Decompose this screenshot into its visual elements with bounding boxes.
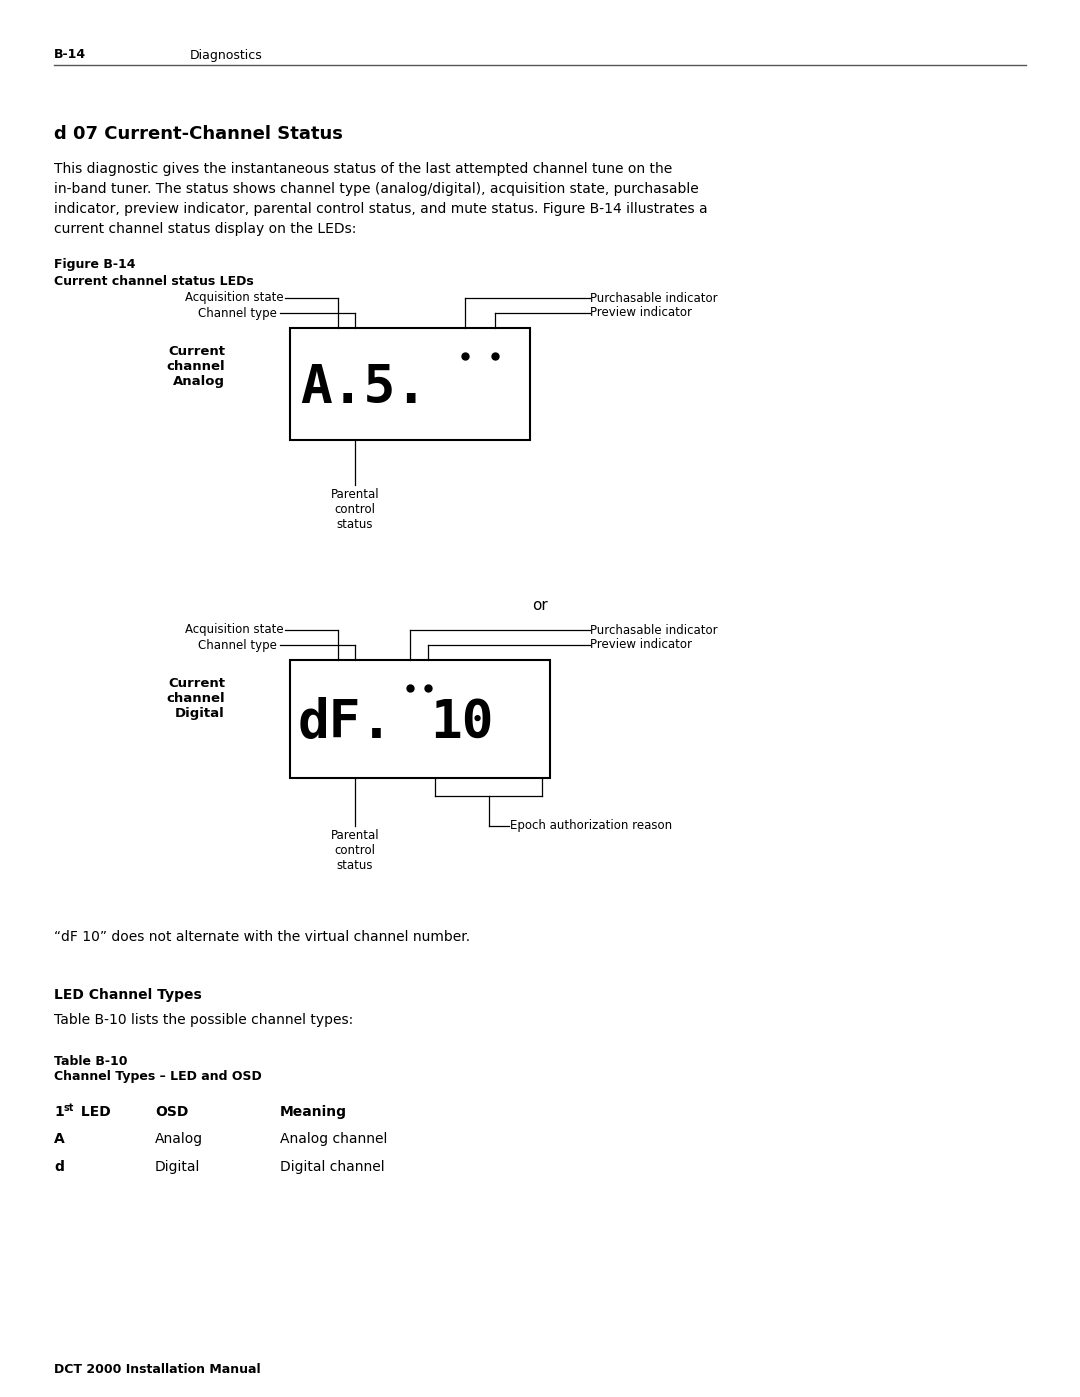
Text: Acquisition state: Acquisition state <box>185 623 284 637</box>
Text: Current: Current <box>168 678 225 690</box>
Text: indicator, preview indicator, parental control status, and mute status. Figure B: indicator, preview indicator, parental c… <box>54 203 707 217</box>
Text: Parental
control
status: Parental control status <box>330 488 379 531</box>
Text: Figure B-14: Figure B-14 <box>54 258 135 271</box>
Text: d: d <box>54 1160 64 1173</box>
Text: channel: channel <box>166 360 225 373</box>
Text: 1: 1 <box>54 1105 64 1119</box>
Text: Digital: Digital <box>175 707 225 719</box>
Text: Analog: Analog <box>156 1132 203 1146</box>
Bar <box>291 659 550 778</box>
Text: Digital channel: Digital channel <box>280 1160 384 1173</box>
Text: Parental
control
status: Parental control status <box>330 828 379 872</box>
Text: Preview indicator: Preview indicator <box>590 306 692 320</box>
Text: Current channel status LEDs: Current channel status LEDs <box>54 275 254 288</box>
Text: LED: LED <box>76 1105 111 1119</box>
Text: d 07 Current-Channel Status: d 07 Current-Channel Status <box>54 124 342 142</box>
Text: Epoch authorization reason: Epoch authorization reason <box>511 820 673 833</box>
Text: DCT 2000 Installation Manual: DCT 2000 Installation Manual <box>54 1363 260 1376</box>
Text: Channel Types – LED and OSD: Channel Types – LED and OSD <box>54 1070 261 1083</box>
Text: Channel type: Channel type <box>198 306 276 320</box>
Text: OSD: OSD <box>156 1105 188 1119</box>
Text: st: st <box>63 1104 73 1113</box>
Text: Digital: Digital <box>156 1160 201 1173</box>
Text: “dF 10” does not alternate with the virtual channel number.: “dF 10” does not alternate with the virt… <box>54 930 470 944</box>
Text: Analog: Analog <box>173 374 225 388</box>
Text: Purchasable indicator: Purchasable indicator <box>590 292 717 305</box>
Text: A: A <box>54 1132 65 1146</box>
Text: This diagnostic gives the instantaneous status of the last attempted channel tun: This diagnostic gives the instantaneous … <box>54 162 672 176</box>
Text: B-14: B-14 <box>54 49 86 61</box>
Text: Analog channel: Analog channel <box>280 1132 388 1146</box>
Text: 10: 10 <box>430 697 494 749</box>
Text: in-band tuner. The status shows channel type (analog/digital), acquisition state: in-band tuner. The status shows channel … <box>54 182 699 196</box>
Text: channel: channel <box>166 692 225 705</box>
Text: or: or <box>532 598 548 612</box>
Text: Acquisition state: Acquisition state <box>185 292 284 305</box>
Text: Table B-10 lists the possible channel types:: Table B-10 lists the possible channel ty… <box>54 1013 353 1027</box>
Text: Purchasable indicator: Purchasable indicator <box>590 623 717 637</box>
Text: dF.: dF. <box>298 697 393 749</box>
Text: Preview indicator: Preview indicator <box>590 638 692 651</box>
Text: Meaning: Meaning <box>280 1105 347 1119</box>
Text: Current: Current <box>168 345 225 358</box>
Text: current channel status display on the LEDs:: current channel status display on the LE… <box>54 222 356 236</box>
Text: Channel type: Channel type <box>198 638 276 651</box>
Text: A.5.: A.5. <box>300 362 427 414</box>
Text: Table B-10: Table B-10 <box>54 1055 127 1067</box>
Bar <box>291 328 530 440</box>
Text: LED Channel Types: LED Channel Types <box>54 988 202 1002</box>
Text: Diagnostics: Diagnostics <box>190 49 262 61</box>
